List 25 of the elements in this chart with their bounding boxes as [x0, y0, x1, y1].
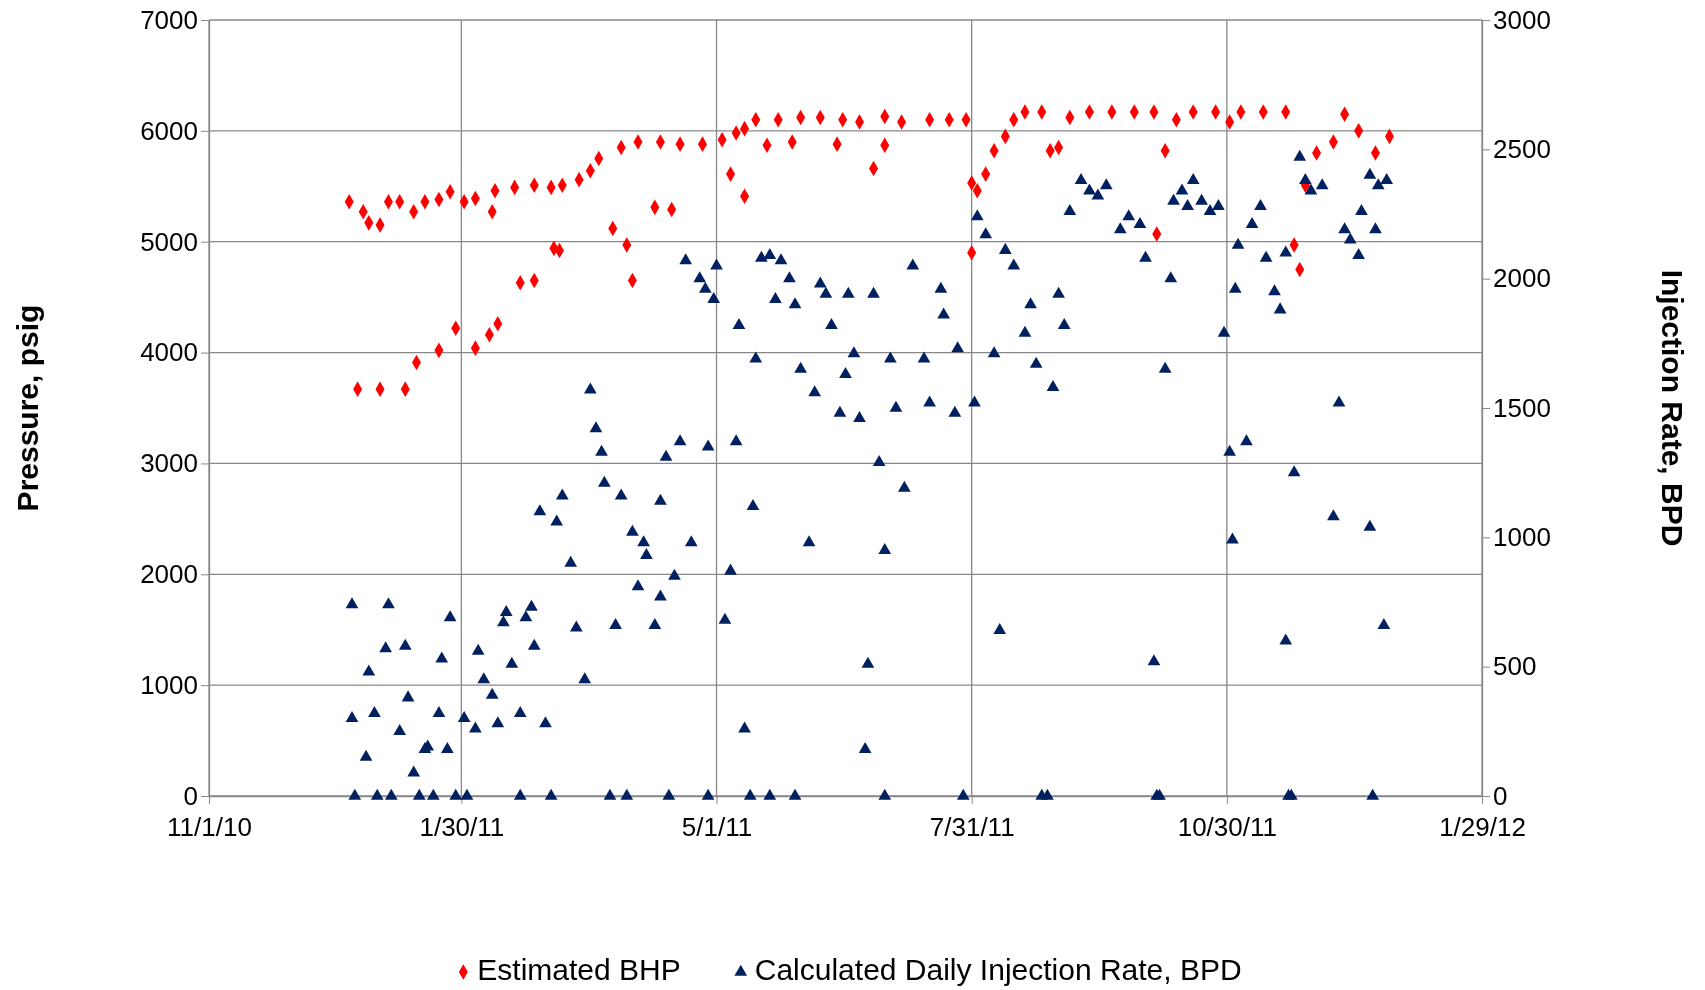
x-tick-label: 1/29/12 [1439, 811, 1526, 842]
y-tick-label: 5000 [140, 226, 198, 257]
x-tick-label: 5/1/11 [681, 811, 753, 842]
y2-tick-label: 3000 [1493, 4, 1551, 35]
y-tick-label: 0 [183, 780, 198, 811]
y-tick-label: 4000 [140, 337, 198, 368]
y-tick-label: 3000 [140, 448, 198, 479]
legend-label: Calculated Daily Injection Rate, BPD [754, 953, 1242, 986]
y-tick-label: 6000 [140, 115, 198, 146]
y2-tick-label: 500 [1493, 651, 1537, 682]
y-axis-title: Pressure, psig [11, 304, 44, 512]
y2-tick-label: 1500 [1493, 392, 1551, 423]
y2-tick-label: 2500 [1493, 134, 1551, 165]
x-tick-label: 10/30/11 [1177, 811, 1277, 842]
x-tick-label: 7/31/11 [929, 811, 1015, 842]
x-tick-label: 11/1/10 [167, 811, 252, 842]
y2-tick-label: 2000 [1493, 263, 1551, 294]
y2-tick-label: 0 [1493, 780, 1508, 811]
y-tick-label: 2000 [140, 559, 198, 590]
legend-label: Estimated BHP [477, 953, 681, 986]
y-tick-label: 7000 [140, 4, 198, 35]
y-tick-label: 1000 [140, 669, 198, 700]
y2-tick-label: 1000 [1493, 522, 1551, 553]
y2-axis-title: Injection Rate, BPD [1656, 269, 1689, 547]
x-tick-label: 1/30/11 [419, 811, 505, 842]
